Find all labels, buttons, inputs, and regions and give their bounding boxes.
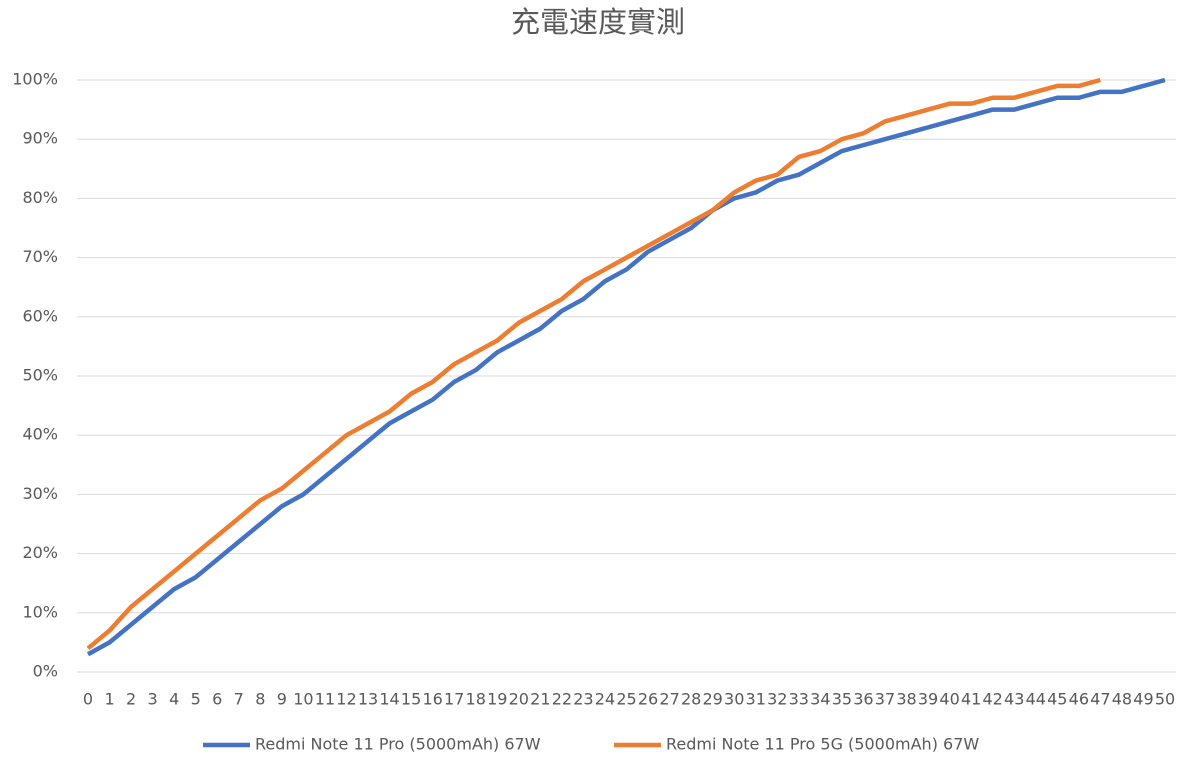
x-tick-label: 3: [148, 690, 158, 709]
x-tick-label: 29: [702, 690, 722, 709]
chart-title: 充電速度實測: [511, 5, 685, 39]
series-line: [86, 77, 1101, 651]
legend-label: Redmi Note 11 Pro (5000mAh) 67W: [255, 735, 541, 754]
y-tick-label: 90%: [22, 129, 58, 148]
y-tick-label: 80%: [22, 188, 58, 207]
x-tick-label: 48: [1112, 690, 1132, 709]
y-tick-label: 10%: [22, 602, 58, 621]
y-tick-label: 60%: [22, 306, 58, 325]
y-tick-label: 70%: [22, 247, 58, 266]
x-tick-label: 10: [293, 690, 313, 709]
x-tick-label: 39: [918, 690, 938, 709]
x-tick-label: 33: [789, 690, 809, 709]
x-tick-label: 7: [234, 690, 244, 709]
x-tick-label: 9: [277, 690, 287, 709]
x-tick-label: 50: [1155, 690, 1175, 709]
x-tick-label: 17: [444, 690, 464, 709]
x-tick-label: 18: [466, 690, 486, 709]
x-tick-label: 28: [681, 690, 701, 709]
x-tick-label: 19: [487, 690, 507, 709]
y-tick-label: 0%: [33, 662, 58, 681]
x-tick-label: 22: [552, 690, 572, 709]
x-tick-label: 49: [1133, 690, 1153, 709]
y-tick-label: 50%: [22, 366, 58, 385]
x-tick-label: 45: [1047, 690, 1067, 709]
series-line: [86, 77, 1166, 657]
x-tick-label: 31: [746, 690, 766, 709]
x-tick-label: 30: [724, 690, 744, 709]
x-tick-label: 43: [1004, 690, 1024, 709]
x-tick-label: 38: [896, 690, 916, 709]
x-tick-label: 16: [422, 690, 442, 709]
x-tick-label: 1: [104, 690, 114, 709]
x-tick-label: 20: [509, 690, 529, 709]
x-tick-label: 21: [530, 690, 550, 709]
x-tick-label: 46: [1069, 690, 1089, 709]
x-tick-label: 0: [83, 690, 93, 709]
x-tick-label: 37: [875, 690, 895, 709]
x-tick-label: 11: [315, 690, 335, 709]
x-tick-label: 12: [336, 690, 356, 709]
x-tick-label: 41: [961, 690, 981, 709]
x-tick-label: 35: [832, 690, 852, 709]
x-tick-label: 44: [1026, 690, 1046, 709]
x-tick-label: 36: [853, 690, 873, 709]
x-tick-label: 8: [255, 690, 265, 709]
legend-label: Redmi Note 11 Pro 5G (5000mAh) 67W: [666, 735, 979, 754]
x-tick-label: 27: [659, 690, 679, 709]
x-tick-label: 4: [169, 690, 179, 709]
x-tick-label: 13: [358, 690, 378, 709]
x-tick-label: 42: [983, 690, 1003, 709]
x-tick-label: 2: [126, 690, 136, 709]
x-tick-label: 32: [767, 690, 787, 709]
x-tick-label: 5: [191, 690, 201, 709]
x-tick-label: 40: [939, 690, 959, 709]
y-tick-label: 20%: [22, 543, 58, 562]
y-tick-label: 30%: [22, 484, 58, 503]
y-tick-label: 40%: [22, 425, 58, 444]
x-tick-label: 15: [401, 690, 421, 709]
x-tick-label: 14: [379, 690, 399, 709]
x-tick-label: 24: [595, 690, 615, 709]
x-tick-label: 47: [1090, 690, 1110, 709]
x-tick-label: 26: [638, 690, 658, 709]
x-tick-label: 25: [616, 690, 636, 709]
x-tick-label: 34: [810, 690, 830, 709]
x-tick-label: 23: [573, 690, 593, 709]
x-tick-label: 6: [212, 690, 222, 709]
y-tick-label: 100%: [12, 70, 58, 89]
